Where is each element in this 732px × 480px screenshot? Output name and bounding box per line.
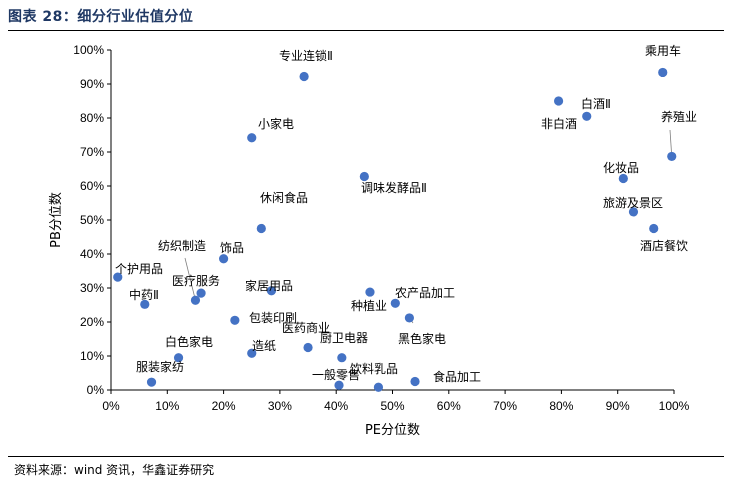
data-point [628, 207, 639, 217]
point-label: 医药商业 [282, 320, 330, 335]
data-point [140, 299, 150, 309]
point-label: 乘用车 [645, 43, 681, 58]
data-point [390, 298, 400, 308]
x-tick-label: 10% [155, 399, 179, 413]
y-tick-label: 0% [87, 383, 105, 397]
x-tick-label: 20% [212, 399, 236, 413]
data-point [190, 295, 201, 305]
point-label: 专业连锁Ⅱ [279, 48, 333, 63]
data-point [337, 353, 347, 363]
point-label: 化妆品 [603, 161, 639, 175]
point-label: 白色家电 [165, 334, 213, 349]
point-label: 一般零售 [312, 367, 360, 382]
source-note: 资料来源：wind 资讯，华鑫证券研究 [14, 463, 215, 477]
y-tick-label: 70% [80, 145, 104, 159]
data-point [146, 377, 157, 387]
y-tick-label: 20% [80, 315, 104, 329]
point-label: 酒店餐饮 [640, 238, 688, 253]
y-tick-label: 90% [80, 77, 104, 91]
chart-title: 图表 28：细分行业估值分位 [8, 9, 194, 25]
data-point [404, 313, 414, 323]
point-label: 黑色家电 [398, 331, 446, 346]
y-tick-label: 30% [80, 281, 104, 295]
data-point [303, 342, 313, 353]
y-tick-label: 10% [80, 349, 104, 363]
point-label: 个护用品 [115, 262, 163, 276]
data-point [266, 286, 277, 296]
data-point [365, 287, 375, 297]
leader-line [184, 257, 196, 301]
data-point [173, 353, 184, 363]
point-label: 饰品 [220, 241, 244, 255]
x-tick-label: 80% [549, 399, 573, 413]
point-label: 厨卫电器 [320, 331, 368, 345]
point-label: 非白酒 [541, 116, 577, 131]
data-point [230, 315, 240, 325]
point-label: 种植业 [351, 298, 387, 313]
x-tick-label: 0% [102, 399, 120, 413]
y-tick-label: 50% [80, 213, 104, 227]
point-label: 小家电 [258, 116, 294, 131]
point-label: 纺织制造 [158, 239, 206, 253]
axes: 0% 10% 20% 30% 40% 50% 60% 70% 80% 90% 100% 0% 10% 20… [49, 43, 690, 438]
data-point [582, 111, 592, 121]
x-tick-label: 40% [324, 399, 348, 413]
x-tick-label: 60% [437, 399, 461, 413]
data-point [219, 254, 229, 264]
data-point [196, 288, 206, 298]
x-tick-label: 30% [268, 399, 292, 413]
y-tick-label: 60% [80, 179, 104, 193]
data-points [113, 67, 677, 392]
x-tick-label: 100% [659, 399, 690, 413]
x-tick-label: 70% [493, 399, 517, 413]
y-tick-label: 100% [73, 43, 104, 57]
data-point [113, 272, 123, 282]
y-axis-label: PB分位数 [49, 192, 64, 248]
data-point [410, 376, 420, 387]
data-point [373, 382, 384, 392]
top-rule [8, 30, 724, 31]
data-point [618, 173, 628, 184]
point-label: 造纸 [252, 339, 276, 353]
bottom-rule [8, 456, 724, 457]
data-point [247, 133, 257, 143]
data-point [667, 151, 677, 162]
point-label: 包装印刷 [249, 311, 297, 325]
point-label: 服装家纺 [136, 359, 184, 374]
point-label: 白酒Ⅱ [581, 96, 611, 111]
data-point [299, 71, 309, 82]
x-tick-label: 50% [380, 399, 404, 413]
point-label: 医疗服务 [172, 273, 220, 288]
x-tick-label: 90% [606, 399, 630, 413]
data-point [658, 67, 668, 78]
data-point [256, 223, 266, 234]
point-label: 家居用品 [245, 278, 293, 293]
point-label: 养殖业 [661, 109, 697, 124]
point-label: 旅游及景区 [603, 196, 663, 210]
point-label: 饮料乳品 [350, 362, 398, 376]
data-point [553, 96, 564, 106]
data-point [649, 223, 659, 234]
point-label: 休闲食品 [260, 190, 308, 205]
point-label: 调味发酵品Ⅱ [361, 180, 427, 195]
y-tick-label: 40% [80, 247, 104, 261]
point-label: 食品加工 [433, 369, 481, 384]
point-label: 农产品加工 [395, 286, 455, 300]
data-point [334, 380, 344, 390]
y-tick-label: 80% [80, 111, 104, 125]
x-axis-label: PE分位数 [365, 423, 420, 438]
data-point [247, 348, 257, 358]
point-label: 中药Ⅱ [129, 287, 159, 302]
scatter-chart: 0% 10% 20% 30% 40% 50% 60% 70% 80% 90% 100% 0% 10% 20… [49, 43, 697, 438]
data-point [359, 171, 369, 182]
